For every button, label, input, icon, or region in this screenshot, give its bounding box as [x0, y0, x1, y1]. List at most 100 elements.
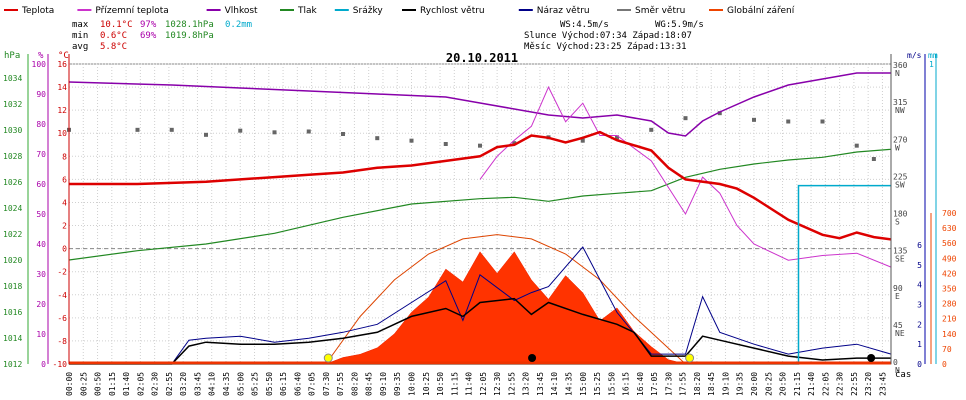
wind-direction-point — [580, 138, 585, 143]
legend-label: Srážky — [353, 6, 384, 16]
pct-unit-label: % — [38, 51, 44, 61]
wind-speed-line — [69, 297, 891, 365]
stats-max-press: 1028.1hPa — [165, 20, 214, 30]
wind-gust-stat: WG:5.9m/s — [655, 20, 704, 30]
legend-label: Globální záření — [727, 6, 795, 16]
moonset-marker — [528, 354, 537, 362]
time-tick-label: 23:20 — [864, 372, 873, 396]
direction-tick-value: 45 — [893, 321, 903, 330]
time-tick-label: 06:15 — [279, 372, 288, 396]
time-unit-label: čas — [895, 369, 911, 380]
time-tick-label: 08:45 — [365, 372, 374, 396]
hpa-tick-label: 1034 — [3, 74, 22, 83]
stats-max-label: max — [72, 20, 89, 30]
hpa-tick-label: 1030 — [3, 126, 22, 135]
time-tick-label: 22:55 — [850, 372, 859, 396]
hpa-tick-label: 1020 — [3, 256, 22, 265]
c-tick-label: 8 — [62, 152, 67, 161]
pct-tick-label: 50 — [36, 210, 46, 219]
time-tick-label: 03:45 — [193, 372, 202, 396]
time-tick-label: 02:30 — [151, 372, 160, 396]
w-tick-label: 630 — [942, 224, 957, 233]
pct-tick-label: 100 — [32, 60, 47, 69]
theoretical-solar-line — [325, 234, 686, 365]
direction-tick-name: NW — [895, 106, 905, 115]
hpa-unit-label: hPa — [4, 51, 20, 61]
time-tick-label: 17:05 — [650, 372, 659, 396]
humidity-line — [68, 72, 891, 137]
hpa-tick-label: 1014 — [3, 334, 22, 343]
ms-tick-label: 6 — [917, 241, 922, 250]
hpa-tick-label: 1028 — [3, 152, 22, 161]
w-tick-label: 210 — [942, 315, 957, 324]
pct-tick-label: 70 — [36, 150, 46, 159]
time-tick-label: 12:55 — [507, 372, 516, 396]
time-tick-label: 11:15 — [450, 372, 459, 396]
time-tick-label: 07:05 — [308, 372, 317, 396]
stats-avg-label: avg — [72, 42, 88, 52]
hpa-tick-label: 1022 — [3, 230, 22, 239]
wind-direction-point — [169, 127, 174, 132]
pct-tick-label: 40 — [36, 240, 46, 249]
c-tick-label: 10 — [57, 129, 67, 138]
sun-times: Slunce Východ:07:34 Západ:18:07 — [524, 31, 692, 41]
ground-temperature-line — [479, 85, 892, 268]
w-tick-label: 0 — [942, 360, 947, 369]
direction-tick-name: N — [895, 366, 900, 375]
w-tick-label: 280 — [942, 300, 957, 309]
hpa-tick-label: 1018 — [3, 282, 22, 291]
time-tick-label: 12:05 — [479, 372, 488, 396]
wind-direction-point — [871, 157, 876, 161]
moonrise-marker — [867, 354, 876, 362]
legend-label: Teplota — [21, 6, 54, 16]
time-tick-label: 01:15 — [108, 372, 117, 396]
time-tick-label: 19:10 — [721, 372, 730, 396]
direction-tick-value: 180 — [893, 210, 908, 219]
time-tick-label: 13:20 — [522, 372, 531, 396]
wind-direction-point — [306, 129, 311, 134]
w-tick-label: 350 — [942, 285, 957, 294]
wind-direction-point — [478, 143, 482, 148]
wind-direction-point — [204, 132, 208, 137]
c-tick-label: -8 — [57, 337, 67, 346]
wind-direction-point — [717, 111, 722, 116]
legend-label: Vlhkost — [225, 6, 258, 16]
stats-min-hum: 69% — [140, 31, 157, 41]
c-unit-label: °C — [58, 51, 69, 61]
time-tick-label: 04:10 — [208, 372, 217, 396]
time-tick-label: 16:40 — [636, 372, 645, 396]
wind-direction-point — [272, 130, 277, 135]
time-tick-label: 10:00 — [408, 372, 417, 396]
time-tick-label: 20:25 — [764, 372, 773, 396]
legend-label: Náraz větru — [537, 6, 590, 16]
time-tick-label: 04:35 — [222, 372, 231, 396]
stats-min-temp: 0.6°C — [100, 31, 127, 41]
direction-tick-name: N — [895, 69, 900, 78]
time-tick-label: 14:35 — [564, 372, 573, 396]
c-tick-label: -4 — [57, 291, 67, 300]
direction-tick-name: SE — [895, 255, 905, 264]
pct-tick-label: 30 — [36, 270, 46, 279]
wind-direction-point — [820, 119, 825, 124]
pressure-line — [68, 148, 892, 261]
stats-min-press: 1019.8hPa — [165, 31, 214, 41]
w-tick-label: 490 — [942, 254, 957, 263]
wind-direction-point — [683, 116, 688, 121]
time-tick-label: 12:30 — [493, 372, 502, 396]
direction-tick-value: 0 — [893, 358, 898, 367]
hpa-tick-label: 1012 — [3, 360, 22, 369]
mm-tick-label: 1 — [929, 60, 934, 69]
time-tick-label: 22:05 — [821, 372, 830, 396]
wind-speed-stat: WS:4.5m/s — [560, 20, 609, 30]
c-tick-label: 12 — [57, 106, 67, 115]
c-tick-label: -10 — [53, 360, 68, 369]
time-tick-label: 03:20 — [179, 372, 188, 396]
direction-tick-value: 135 — [893, 247, 908, 256]
c-tick-label: 2 — [62, 222, 67, 231]
ms-tick-label: 2 — [917, 320, 922, 329]
ms-tick-label: 0 — [917, 360, 922, 369]
time-tick-label: 09:35 — [393, 372, 402, 396]
wind-direction-point — [649, 127, 654, 132]
hpa-tick-label: 1026 — [3, 178, 22, 187]
c-tick-label: 4 — [62, 198, 67, 207]
